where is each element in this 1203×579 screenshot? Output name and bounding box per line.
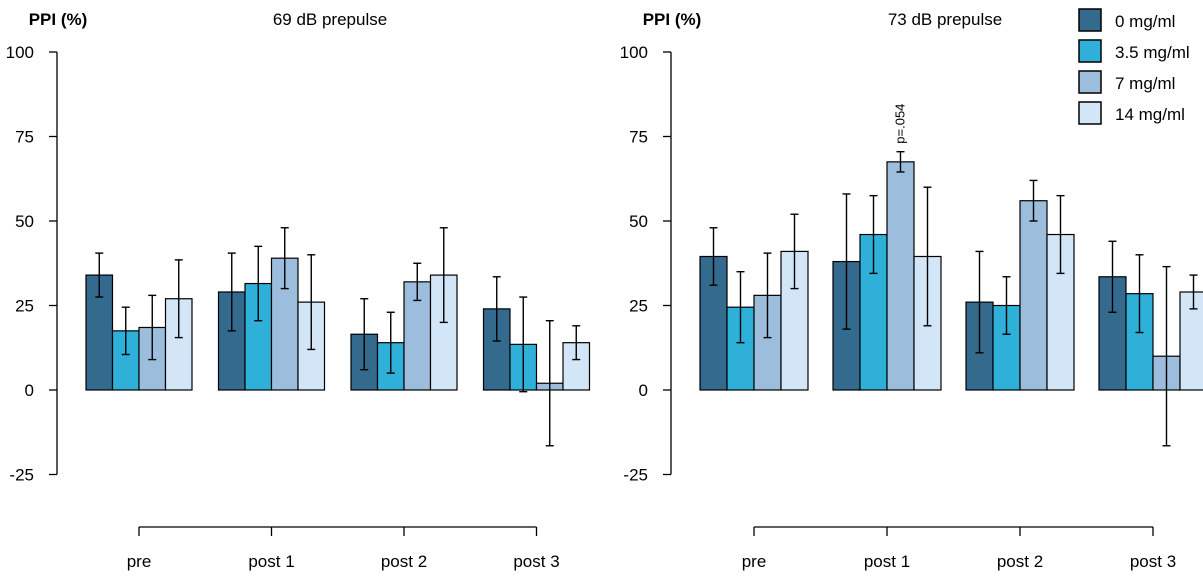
chart-title: 69 dB prepulse [273, 10, 387, 29]
chart-title: 73 dB prepulse [888, 10, 1002, 29]
legend: 0 mg/ml 3.5 mg/ml 7 mg/ml 14 mg/ml [1078, 8, 1190, 125]
y-tick-label: -25 [9, 466, 34, 485]
y-tick-label: 100 [620, 43, 648, 62]
bar-post-3-14-mg-ml [1179, 291, 1203, 391]
panel-73db: 73 dB prepulse PPI (%) -25 0 25 50 75 100 pre pos… [620, 10, 1203, 571]
x-tick-label: post 2 [997, 552, 1043, 571]
x-tick-label: pre [742, 552, 767, 571]
legend-swatch-7-mg-ml [1078, 70, 1102, 94]
x-tick-label: post 3 [513, 552, 559, 571]
panel-69db: 69 dB prepulse PPI (%) -25 0 25 50 75 100 pre pos… [6, 10, 591, 571]
legend-swatch-3-5-mg-ml [1078, 39, 1102, 63]
x-tick-label: post 1 [248, 552, 294, 571]
y-tick-label: 25 [629, 297, 648, 316]
y-tick-label: 0 [25, 381, 34, 400]
legend-label-7-mg-ml: 7 mg/ml [1115, 74, 1175, 93]
legend-swatch-14-mg-ml [1078, 101, 1102, 125]
y-tick-label: 50 [15, 212, 34, 231]
x-tick-label: post 2 [381, 552, 427, 571]
bar-post-2-7-mg-ml [1019, 200, 1048, 391]
y-tick-label: 75 [15, 128, 34, 147]
legend-label-3-5-mg-ml: 3.5 mg/ml [1115, 43, 1190, 62]
y-axis-label: PPI (%) [29, 10, 88, 29]
y-tick-label: 0 [639, 381, 648, 400]
x-tick-label: post 3 [1130, 552, 1176, 571]
legend-label-0-mg-ml: 0 mg/ml [1115, 12, 1175, 31]
y-tick-label: 25 [15, 297, 34, 316]
annotation-p-value: p=.054 [893, 104, 908, 144]
y-tick-label: 100 [6, 43, 34, 62]
x-tick-label: pre [127, 552, 152, 571]
y-axis-label: PPI (%) [643, 10, 702, 29]
x-tick-label: post 1 [864, 552, 910, 571]
bar-post-1-7-mg-ml [886, 161, 915, 391]
y-tick-label: 75 [629, 128, 648, 147]
legend-swatch-0-mg-ml [1078, 8, 1102, 32]
y-tick-label: -25 [623, 466, 648, 485]
y-tick-label: 50 [629, 212, 648, 231]
legend-label-14-mg-ml: 14 mg/ml [1115, 105, 1185, 124]
